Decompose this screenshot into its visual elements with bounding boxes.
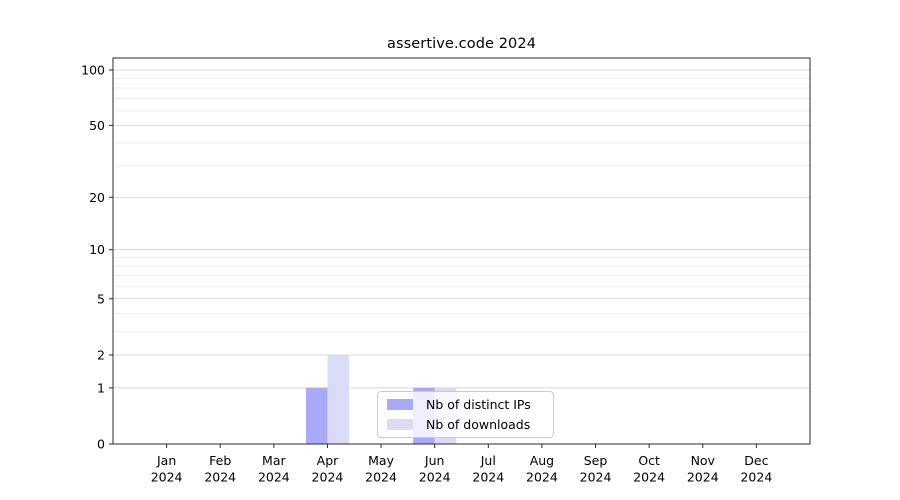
x-tick-label-year: 2024	[258, 470, 290, 485]
x-tick-label-year: 2024	[419, 470, 451, 485]
legend: Nb of distinct IPs Nb of downloads	[377, 391, 554, 438]
x-tick-label-month: Jul	[480, 453, 496, 468]
x-tick-label-month: Dec	[744, 453, 768, 468]
x-tick-label-month: May	[368, 453, 394, 468]
x-tick-label-year: 2024	[580, 470, 612, 485]
x-tick-label-month: Sep	[584, 453, 608, 468]
x-tick-label-month: Jan	[156, 453, 176, 468]
x-tick-label-month: Jun	[424, 453, 445, 468]
x-tick-label-year: 2024	[312, 470, 344, 485]
x-tick-label-year: 2024	[633, 470, 665, 485]
y-tick-label: 10	[89, 242, 105, 257]
legend-label-downloads: Nb of downloads	[426, 417, 531, 433]
legend-swatch-distinct-ips	[387, 398, 413, 410]
x-tick-label-month: Mar	[262, 453, 286, 468]
y-tick-label: 1	[97, 380, 105, 395]
legend-item-distinct-ips: Nb of distinct IPs	[387, 396, 544, 413]
y-tick-label: 50	[89, 118, 105, 133]
y-tick-label: 100	[81, 63, 105, 78]
chart-title: assertive.code 2024	[386, 36, 537, 52]
x-tick-label-month: Apr	[317, 453, 339, 468]
y-tick-label: 0	[97, 437, 105, 452]
y-tick-label: 2	[97, 347, 105, 362]
legend-label-distinct-ips: Nb of distinct IPs	[426, 396, 531, 412]
x-tick-label-month: Oct	[638, 453, 660, 468]
x-tick-label-month: Nov	[691, 453, 716, 468]
x-tick-label-year: 2024	[365, 470, 397, 485]
bar-downloads	[327, 354, 349, 444]
y-tick-label: 5	[97, 291, 105, 306]
bar-distinct-ips	[305, 387, 328, 444]
plot-border	[112, 57, 811, 445]
legend-swatch-downloads	[387, 419, 413, 431]
x-tick-label-month: Feb	[209, 453, 231, 468]
x-tick-label-month: Aug	[530, 453, 554, 468]
legend-item-downloads: Nb of downloads	[387, 417, 544, 434]
x-tick-label-year: 2024	[740, 470, 772, 485]
x-tick-label-year: 2024	[151, 470, 183, 485]
x-tick-label-year: 2024	[204, 470, 236, 485]
x-tick-label-year: 2024	[526, 470, 558, 485]
y-tick-label: 20	[89, 190, 105, 205]
x-tick-label-year: 2024	[472, 470, 504, 485]
x-tick-label-year: 2024	[687, 470, 719, 485]
